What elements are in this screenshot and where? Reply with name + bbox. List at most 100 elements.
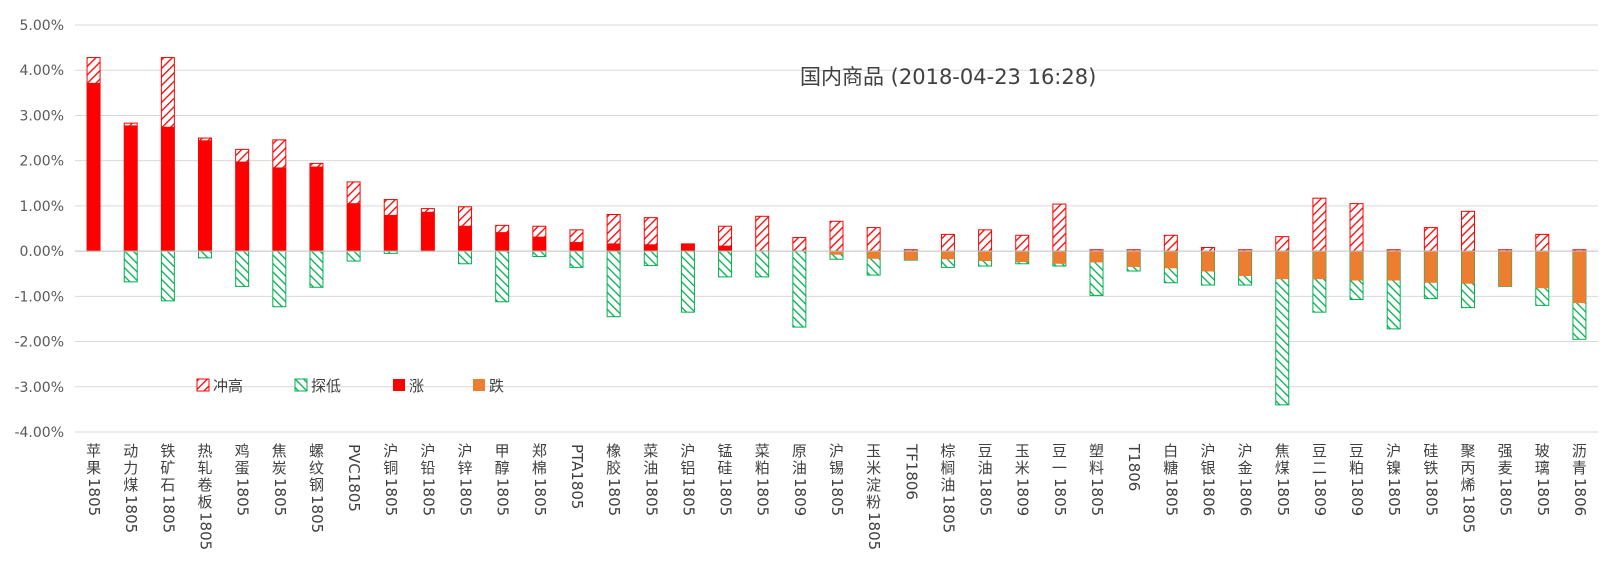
x-tick-label: 沪铝 — [680, 442, 695, 477]
x-tick-label-part: 1805 — [605, 478, 623, 516]
x-tick-label: 沪镍 — [1386, 442, 1401, 477]
bar-fall — [830, 251, 843, 255]
bar-high — [866, 227, 881, 252]
x-tick-label: 锰硅 — [718, 442, 733, 477]
bar-high — [1460, 210, 1475, 252]
x-tick-label-part: 1809 — [1014, 478, 1032, 516]
bar-low — [532, 250, 547, 258]
bars — [86, 57, 1587, 406]
legend-item-low: 探低 — [294, 377, 341, 395]
x-tick-label-part: 1809 — [1311, 478, 1329, 516]
x-tick-label-part: PVC1805 — [345, 444, 363, 512]
x-tick-label-part: 1809 — [1348, 478, 1366, 516]
bar-rise — [607, 243, 621, 252]
bar-low — [792, 250, 807, 328]
x-tick-label: 沪银 — [1200, 442, 1215, 477]
legend-label-rise: 涨 — [409, 377, 424, 395]
y-tick-label: 0.00% — [20, 244, 64, 260]
x-tick-label-part: 1809 — [791, 478, 809, 516]
bar-rise — [124, 125, 138, 252]
bar-rise — [198, 140, 212, 252]
bar-fall — [1312, 251, 1326, 280]
legend-label-low: 探低 — [311, 377, 341, 395]
bar-rise — [235, 161, 249, 252]
legend-item-fall: 跌 — [473, 377, 504, 395]
x-tick-label-part: PTA1805 — [568, 444, 586, 509]
x-tick-label: 焦炭 — [272, 442, 287, 477]
legend-label-high: 冲高 — [213, 377, 243, 395]
bar-rise — [347, 203, 361, 252]
x-tick-label-part: 1805 — [1274, 478, 1292, 516]
chart-title: 国内商品 (2018-04-23 16:28) — [800, 65, 1096, 89]
bar-fall — [1424, 251, 1438, 283]
bar-fall — [1350, 251, 1364, 281]
bar-fall — [1238, 251, 1252, 276]
x-tick-label-part: 1805 — [828, 478, 846, 516]
bar-rise — [272, 167, 286, 252]
bar-rise — [161, 126, 175, 252]
legend-swatch-low — [294, 378, 308, 392]
x-tick-label: 郑棉 — [532, 442, 547, 477]
y-tick-label: -1.00% — [14, 289, 64, 305]
bar-low — [235, 250, 250, 287]
x-tick-label: 原油 — [792, 442, 807, 477]
bar-low — [569, 250, 584, 268]
x-tick-label-part: 1805 — [754, 478, 772, 516]
x-tick-label-part: 1805 — [1385, 478, 1403, 516]
x-tick-label-part: 1805 — [1051, 478, 1069, 516]
bar-low — [346, 250, 361, 262]
y-axis-ticks: 5.00% 4.00% 3.00% 2.00% 1.00% 0.00% -1.00% -2.0… — [14, 18, 64, 441]
x-tick-label: 菜油 — [643, 442, 658, 477]
x-tick-label: 苹果 — [86, 442, 101, 477]
bar-fall — [867, 251, 881, 259]
bar-high — [940, 233, 955, 252]
legend-swatch-high — [196, 378, 210, 392]
bar-high — [755, 215, 770, 252]
bar-fall — [1090, 251, 1104, 263]
x-tick-label: 硅铁 — [1423, 442, 1438, 477]
y-tick-label: -2.00% — [14, 335, 64, 351]
bar-fall — [1052, 251, 1066, 264]
bar-high — [1015, 234, 1030, 252]
x-tick-label: 焦煤 — [1275, 442, 1290, 477]
x-tick-label-part: 1805 — [679, 478, 697, 516]
x-tick-label-part: 1805 — [494, 478, 512, 516]
x-tick-label: 玉米 — [1015, 442, 1030, 477]
x-tick-label-part: 1806 — [1237, 478, 1255, 516]
x-tick-label: 白糖 — [1163, 442, 1178, 477]
bar-high — [1423, 227, 1438, 252]
bar-fall — [1127, 251, 1141, 267]
x-tick-label-part: 1805 — [197, 512, 215, 550]
bar-rise — [421, 211, 435, 252]
bar-rise — [718, 245, 732, 252]
y-tick-label: -4.00% — [14, 425, 64, 441]
x-tick-label: 沪锡 — [829, 442, 844, 477]
bar-low — [160, 250, 175, 302]
bar-fall — [1572, 251, 1586, 304]
x-tick-label-part: TF1806 — [902, 443, 920, 500]
x-tick-label: 塑料 — [1089, 442, 1104, 477]
x-tick-label-part: 1805 — [1088, 478, 1106, 516]
x-tick-label-part: 1805 — [717, 478, 735, 516]
bar-rise — [87, 82, 101, 252]
x-tick-label: 甲醇 — [495, 442, 510, 477]
x-tick-label-part: 1805 — [382, 478, 400, 516]
x-tick-label: 热轧卷板 — [198, 442, 213, 511]
legend-swatch-rise — [393, 379, 405, 391]
bar-rise — [532, 236, 546, 252]
x-tick-label: 玉米淀粉 — [866, 442, 881, 511]
x-tick-label: 鸡蛋 — [235, 442, 250, 477]
x-tick-label-part: 1805 — [419, 478, 437, 516]
bar-high — [1200, 246, 1215, 252]
bar-high — [1275, 236, 1290, 252]
x-tick-label: 豆二 — [1312, 442, 1327, 477]
bar-rise — [644, 244, 658, 252]
legend-item-rise: 涨 — [393, 377, 424, 395]
bar-rise — [681, 243, 695, 252]
bar-high — [1349, 203, 1364, 252]
bar-high — [829, 220, 844, 252]
bar-fall — [941, 251, 955, 260]
x-tick-label-part: 1805 — [122, 495, 140, 533]
